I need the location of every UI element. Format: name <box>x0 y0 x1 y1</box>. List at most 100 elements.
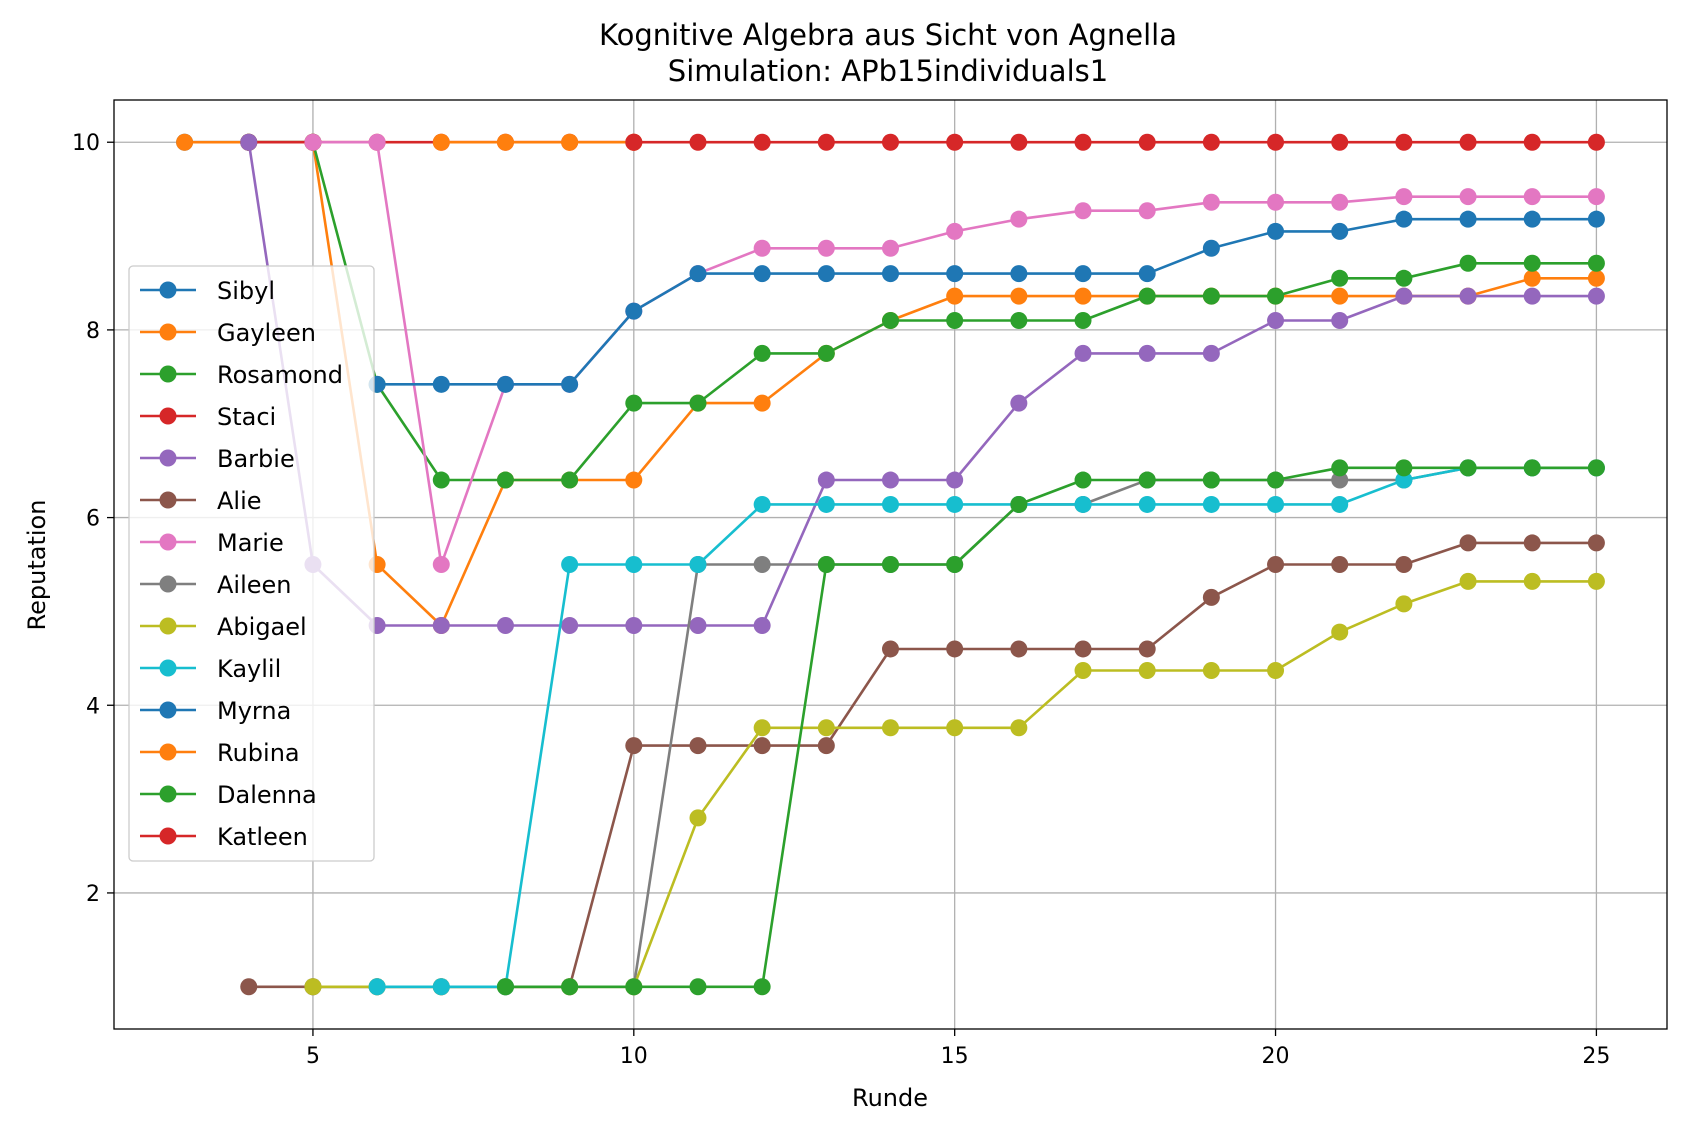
data-point <box>882 265 899 283</box>
data-point <box>561 616 579 634</box>
data-point <box>1395 459 1413 477</box>
data-point <box>1074 133 1092 151</box>
data-point <box>625 737 643 755</box>
data-point <box>817 737 835 755</box>
legend-marker <box>159 491 177 509</box>
data-point <box>1587 254 1605 272</box>
legend-marker <box>159 281 177 299</box>
data-point <box>753 394 771 412</box>
legend-label: Rubina <box>217 739 300 767</box>
series-dalenna <box>496 459 1605 996</box>
data-point <box>946 265 964 283</box>
series-myrna <box>368 210 1605 393</box>
data-point <box>1331 269 1349 287</box>
legend-label: Staci <box>217 403 276 431</box>
data-point <box>1074 312 1092 330</box>
data-point <box>882 471 899 489</box>
data-point <box>176 133 194 151</box>
legend-marker <box>159 449 177 467</box>
data-point <box>1010 495 1028 513</box>
data-point <box>1202 133 1220 151</box>
data-point <box>1202 495 1220 513</box>
data-point <box>882 640 899 658</box>
data-point <box>946 495 964 513</box>
data-point <box>1523 287 1541 305</box>
data-point <box>882 719 899 737</box>
legend-item: Dalenna <box>140 781 317 809</box>
legend-marker <box>159 575 177 593</box>
axis-ticks: 5 10 15 20 25 2 4 6 8 10 <box>72 131 1610 1069</box>
data-point <box>1331 495 1349 513</box>
series-line <box>248 140 1597 482</box>
data-point <box>882 495 899 513</box>
data-point <box>1074 344 1092 362</box>
x-tick-label: 20 <box>1262 1044 1290 1069</box>
data-point <box>1074 640 1092 658</box>
data-point <box>496 133 514 151</box>
data-point <box>1331 556 1349 573</box>
data-point <box>1267 193 1285 211</box>
data-point <box>1010 133 1028 151</box>
data-point <box>561 133 579 151</box>
data-point <box>946 312 964 330</box>
legend-label: Abigael <box>217 613 307 641</box>
legend-item: Gayleen <box>140 319 316 347</box>
legend-item: Aileen <box>140 571 292 599</box>
legend-label: Myrna <box>217 697 291 725</box>
legend-label: Katleen <box>217 823 308 851</box>
data-point <box>1331 312 1349 330</box>
data-point <box>1459 133 1477 151</box>
data-point <box>1587 572 1605 590</box>
data-point <box>1138 471 1156 489</box>
chart-title: Kognitive Algebra aus Sicht von Agnella <box>599 18 1177 52</box>
data-point <box>304 978 322 996</box>
data-point <box>1202 344 1220 362</box>
data-point <box>432 556 450 573</box>
data-point <box>1331 471 1349 489</box>
data-point <box>1331 287 1349 305</box>
legend-marker <box>159 743 177 761</box>
data-point <box>946 556 964 573</box>
y-tick-label: 6 <box>86 507 100 532</box>
data-point <box>1587 188 1605 206</box>
data-point <box>1395 471 1413 489</box>
data-point <box>689 737 707 755</box>
data-point <box>753 344 771 362</box>
data-point <box>946 640 964 658</box>
data-point <box>1587 459 1605 477</box>
data-point <box>689 809 707 827</box>
legend-label: Barbie <box>217 445 295 473</box>
data-point <box>1267 133 1285 151</box>
data-point <box>1074 471 1092 489</box>
data-point <box>1587 287 1605 305</box>
data-point <box>368 133 386 151</box>
data-point <box>1074 495 1092 513</box>
data-point <box>1523 188 1541 206</box>
legend-marker <box>159 365 177 383</box>
data-point <box>1587 269 1605 287</box>
data-point <box>946 133 964 151</box>
data-point <box>1587 210 1605 228</box>
data-point <box>1395 269 1413 287</box>
data-point <box>689 556 707 573</box>
data-point <box>753 719 771 737</box>
x-tick-label: 5 <box>306 1044 320 1069</box>
y-axis-label: Reputation <box>23 500 51 631</box>
legend-marker <box>159 533 177 551</box>
data-point <box>1010 640 1028 658</box>
data-point <box>946 471 964 489</box>
series-layer <box>176 133 1605 996</box>
data-point <box>753 978 771 996</box>
legend-marker <box>159 407 177 425</box>
data-point <box>1267 662 1285 680</box>
data-point <box>561 978 579 996</box>
data-point <box>432 471 450 489</box>
data-point <box>1010 394 1028 412</box>
legend-item: Marie <box>140 529 284 557</box>
data-point <box>432 616 450 634</box>
data-point <box>1331 133 1349 151</box>
data-point <box>753 737 771 755</box>
data-point <box>625 471 643 489</box>
data-point <box>1587 534 1605 552</box>
x-tick-label: 10 <box>620 1044 648 1069</box>
